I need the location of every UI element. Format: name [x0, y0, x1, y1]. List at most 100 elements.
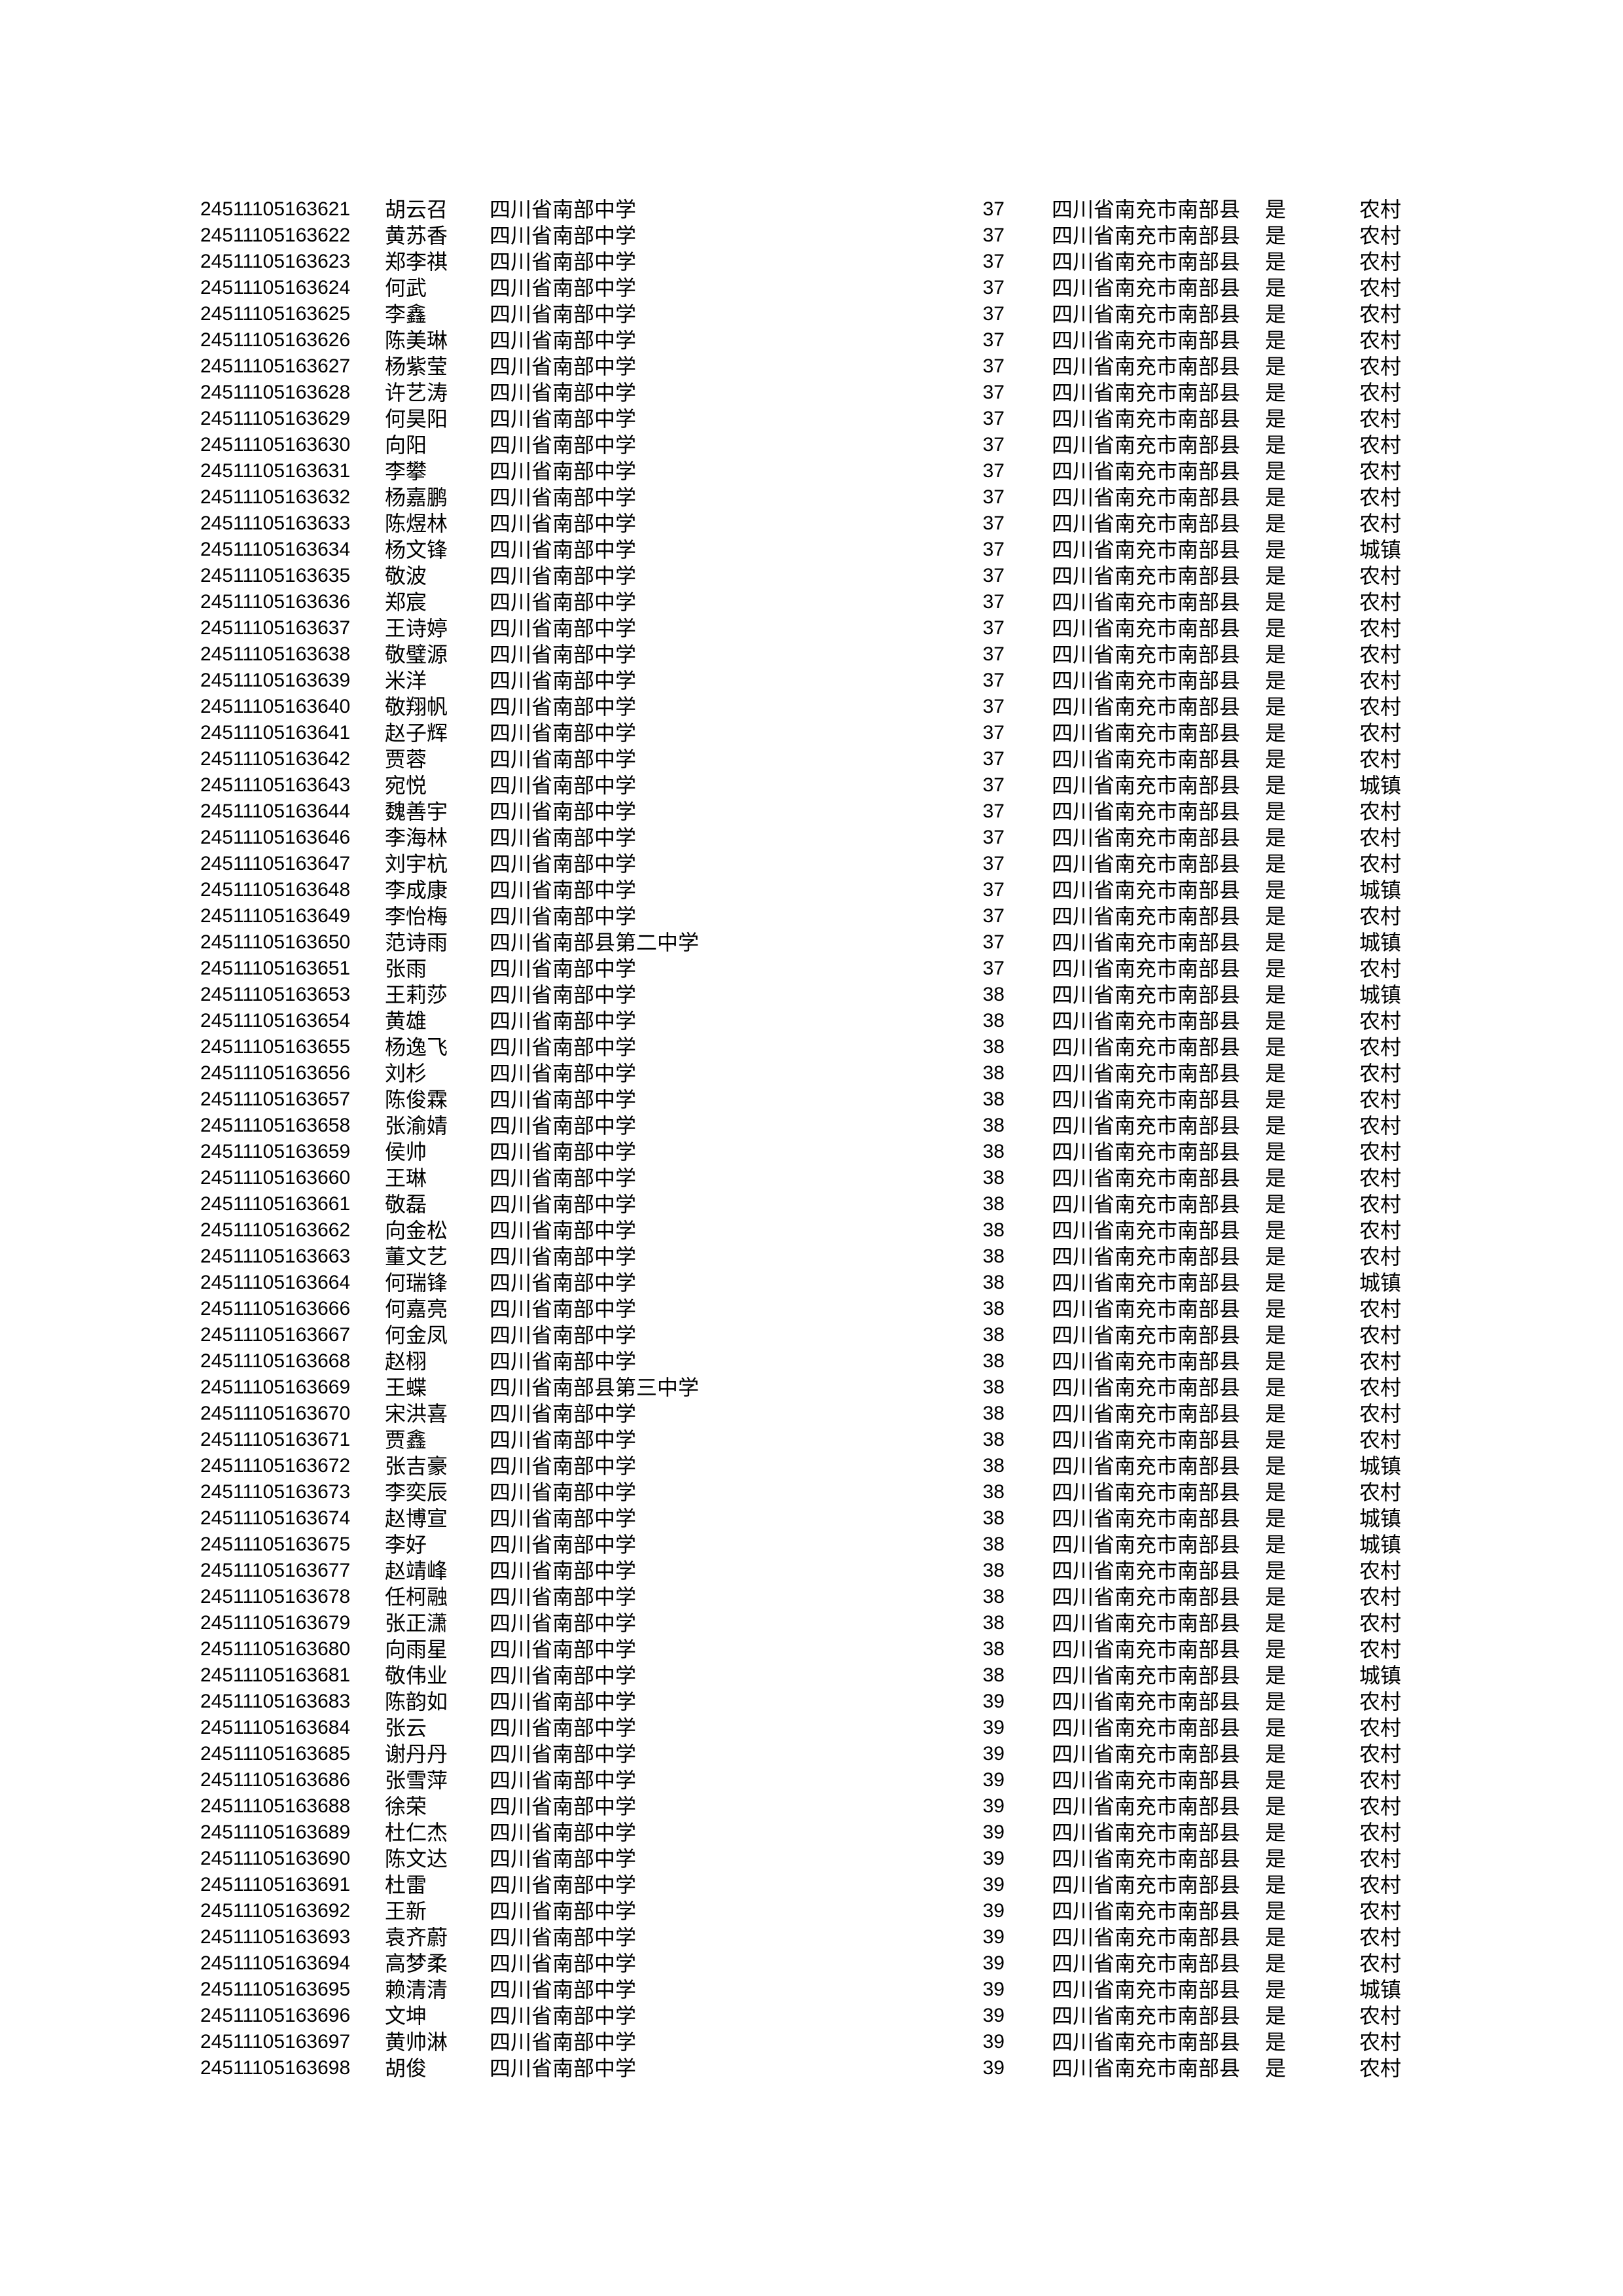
- exam-id-cell: 24511105163673: [200, 1481, 351, 1503]
- exam-id-cell: 24511105163649: [200, 905, 351, 927]
- table-row: 24511105163664 何瑞锋 四川省南部中学 38 四川省南充市南部县 …: [0, 1270, 1623, 1296]
- name-cell: 何武: [385, 276, 427, 300]
- school-cell: 四川省南部中学: [490, 800, 637, 823]
- school-cell: 四川省南部中学: [490, 250, 637, 274]
- exam-id-cell: 24511105163650: [200, 931, 351, 953]
- school-cell: 四川省南部中学: [490, 852, 637, 876]
- table-row: 24511105163660 王琳 四川省南部中学 38 四川省南充市南部县 是…: [0, 1165, 1623, 1191]
- residence-type-cell: 农村: [1359, 590, 1402, 614]
- region-cell: 四川省南充市南部县: [1052, 1428, 1241, 1452]
- table-row: 24511105163637 王诗婷 四川省南部中学 37 四川省南充市南部县 …: [0, 615, 1623, 641]
- confirm-flag-cell: 是: [1265, 564, 1287, 588]
- residence-type-cell: 农村: [1359, 643, 1402, 666]
- residence-type-cell: 城镇: [1359, 931, 1402, 954]
- name-cell: 赵子辉: [385, 721, 448, 745]
- exam-id-cell: 24511105163671: [200, 1429, 351, 1450]
- confirm-flag-cell: 是: [1265, 774, 1287, 797]
- residence-type-cell: 农村: [1359, 1035, 1402, 1059]
- table-row: 24511105163639 米洋 四川省南部中学 37 四川省南充市南部县 是…: [0, 668, 1623, 694]
- group-number-cell: 37: [982, 486, 1005, 508]
- table-row: 24511105163651 张雨 四川省南部中学 37 四川省南充市南部县 是…: [0, 956, 1623, 982]
- region-cell: 四川省南充市南部县: [1052, 407, 1241, 431]
- table-row: 24511105163695 赖清清 四川省南部中学 39 四川省南充市南部县 …: [0, 1977, 1623, 2003]
- school-cell: 四川省南部中学: [490, 1062, 637, 1085]
- confirm-flag-cell: 是: [1265, 512, 1287, 535]
- region-cell: 四川省南充市南部县: [1052, 1350, 1241, 1373]
- residence-type-cell: 农村: [1359, 459, 1402, 483]
- group-number-cell: 37: [982, 251, 1005, 272]
- confirm-flag-cell: 是: [1265, 669, 1287, 692]
- group-number-cell: 38: [982, 1455, 1005, 1477]
- table-row: 24511105163685 谢丹丹 四川省南部中学 39 四川省南充市南部县 …: [0, 1741, 1623, 1767]
- school-cell: 四川省南部中学: [490, 2030, 637, 2054]
- residence-type-cell: 农村: [1359, 1847, 1402, 1871]
- group-number-cell: 39: [982, 1874, 1005, 1895]
- school-cell: 四川省南部中学: [490, 459, 637, 483]
- school-cell: 四川省南部中学: [490, 1166, 637, 1190]
- region-cell: 四川省南充市南部县: [1052, 2004, 1241, 2028]
- confirm-flag-cell: 是: [1265, 1193, 1287, 1216]
- exam-id-cell: 24511105163688: [200, 1795, 351, 1817]
- school-cell: 四川省南部中学: [490, 1926, 637, 1949]
- school-cell: 四川省南部县第三中学: [490, 1376, 700, 1399]
- group-number-cell: 37: [982, 565, 1005, 586]
- confirm-flag-cell: 是: [1265, 1873, 1287, 1897]
- residence-type-cell: 城镇: [1359, 1978, 1402, 2001]
- exam-id-cell: 24511105163679: [200, 1612, 351, 1634]
- region-cell: 四川省南充市南部县: [1052, 224, 1241, 247]
- group-number-cell: 38: [982, 1403, 1005, 1424]
- residence-type-cell: 农村: [1359, 512, 1402, 535]
- group-number-cell: 39: [982, 1848, 1005, 1869]
- region-cell: 四川省南充市南部县: [1052, 538, 1241, 562]
- school-cell: 四川省南部中学: [490, 1559, 637, 1583]
- confirm-flag-cell: 是: [1265, 1899, 1287, 1923]
- residence-type-cell: 农村: [1359, 1926, 1402, 1949]
- exam-id-cell: 24511105163694: [200, 1952, 351, 1974]
- name-cell: 敬璧源: [385, 643, 448, 666]
- residence-type-cell: 农村: [1359, 1402, 1402, 1426]
- residence-type-cell: 农村: [1359, 905, 1402, 928]
- group-number-cell: 37: [982, 224, 1005, 246]
- name-cell: 陈文达: [385, 1847, 448, 1871]
- residence-type-cell: 农村: [1359, 2004, 1402, 2028]
- residence-type-cell: 农村: [1359, 695, 1402, 719]
- school-cell: 四川省南部中学: [490, 1768, 637, 1792]
- table-row: 24511105163670 宋洪喜 四川省南部中学 38 四川省南充市南部县 …: [0, 1401, 1623, 1427]
- confirm-flag-cell: 是: [1265, 905, 1287, 928]
- region-cell: 四川省南充市南部县: [1052, 1742, 1241, 1766]
- exam-id-cell: 24511105163646: [200, 827, 351, 848]
- confirm-flag-cell: 是: [1265, 1088, 1287, 1111]
- school-cell: 四川省南部中学: [490, 1611, 637, 1635]
- name-cell: 米洋: [385, 669, 427, 692]
- school-cell: 四川省南部中学: [490, 1480, 637, 1504]
- region-cell: 四川省南充市南部县: [1052, 1009, 1241, 1033]
- region-cell: 四川省南充市南部县: [1052, 1271, 1241, 1295]
- residence-type-cell: 农村: [1359, 617, 1402, 640]
- name-cell: 杨紫莹: [385, 355, 448, 378]
- exam-id-cell: 24511105163660: [200, 1167, 351, 1189]
- school-cell: 四川省南部中学: [490, 1245, 637, 1268]
- confirm-flag-cell: 是: [1265, 1664, 1287, 1687]
- residence-type-cell: 农村: [1359, 1193, 1402, 1216]
- residence-type-cell: 城镇: [1359, 1533, 1402, 1556]
- residence-type-cell: 农村: [1359, 852, 1402, 876]
- school-cell: 四川省南部中学: [490, 905, 637, 928]
- residence-type-cell: 农村: [1359, 1873, 1402, 1897]
- name-cell: 郑宸: [385, 590, 427, 614]
- exam-id-cell: 24511105163685: [200, 1743, 351, 1765]
- group-number-cell: 37: [982, 905, 1005, 927]
- residence-type-cell: 城镇: [1359, 1271, 1402, 1295]
- table-row: 24511105163694 高梦柔 四川省南部中学 39 四川省南充市南部县 …: [0, 1950, 1623, 1977]
- exam-id-cell: 24511105163636: [200, 591, 351, 613]
- group-number-cell: 37: [982, 408, 1005, 429]
- table-row: 24511105163642 贾蓉 四川省南部中学 37 四川省南充市南部县 是…: [0, 746, 1623, 772]
- table-row: 24511105163621 胡云召 四川省南部中学 37 四川省南充市南部县 …: [0, 196, 1623, 223]
- name-cell: 黄帅淋: [385, 2030, 448, 2054]
- residence-type-cell: 农村: [1359, 826, 1402, 850]
- group-number-cell: 39: [982, 1795, 1005, 1817]
- group-number-cell: 38: [982, 1246, 1005, 1267]
- residence-type-cell: 农村: [1359, 1611, 1402, 1635]
- residence-type-cell: 城镇: [1359, 878, 1402, 902]
- confirm-flag-cell: 是: [1265, 1376, 1287, 1399]
- table-row: 24511105163649 李怡梅 四川省南部中学 37 四川省南充市南部县 …: [0, 903, 1623, 929]
